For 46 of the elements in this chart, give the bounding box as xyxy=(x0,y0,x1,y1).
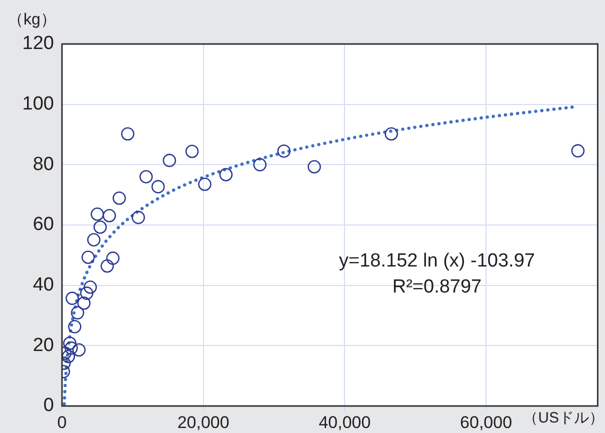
point xyxy=(80,286,94,300)
x-tick-label: 0 xyxy=(57,412,67,432)
point xyxy=(87,233,100,246)
point xyxy=(139,170,153,184)
point xyxy=(64,341,78,355)
point xyxy=(162,154,176,168)
y-tick-label: 120 xyxy=(22,33,54,54)
point xyxy=(72,343,86,357)
point xyxy=(151,180,165,194)
point xyxy=(132,210,145,224)
y-tick-label: 40 xyxy=(32,274,54,296)
y-tick-label: 100 xyxy=(22,94,54,115)
annotation: y=18.152 ln (x) -103.97 xyxy=(339,250,535,272)
point xyxy=(185,144,199,158)
point xyxy=(82,250,95,264)
point xyxy=(571,144,585,158)
point xyxy=(66,292,79,305)
point xyxy=(84,280,97,294)
y-axis-title: （kg） xyxy=(8,11,56,28)
y-tick-label: 20 xyxy=(32,334,54,356)
point xyxy=(384,127,398,141)
point xyxy=(253,158,267,172)
point xyxy=(90,207,104,221)
point xyxy=(219,168,233,182)
point xyxy=(70,306,84,320)
point xyxy=(277,144,291,158)
x-axis-title: （USドル） xyxy=(523,410,604,427)
point xyxy=(63,336,76,350)
point xyxy=(68,320,82,334)
x-tick-label: 40,000 xyxy=(318,412,371,432)
point xyxy=(308,160,321,174)
annotation: R²=0.8797 xyxy=(392,276,482,298)
point xyxy=(100,259,114,273)
point xyxy=(121,127,134,141)
point xyxy=(198,178,212,191)
y-tick-label: 60 xyxy=(32,214,54,236)
point xyxy=(94,220,107,234)
y-tick-label: 0 xyxy=(43,395,54,416)
point xyxy=(77,296,91,310)
x-tick-label: 20,000 xyxy=(177,412,230,432)
point xyxy=(62,350,76,364)
point xyxy=(112,192,126,205)
x-tick-label: 60,000 xyxy=(460,412,512,432)
point xyxy=(102,209,116,222)
point xyxy=(106,252,120,265)
y-tick-label: 80 xyxy=(32,154,54,175)
